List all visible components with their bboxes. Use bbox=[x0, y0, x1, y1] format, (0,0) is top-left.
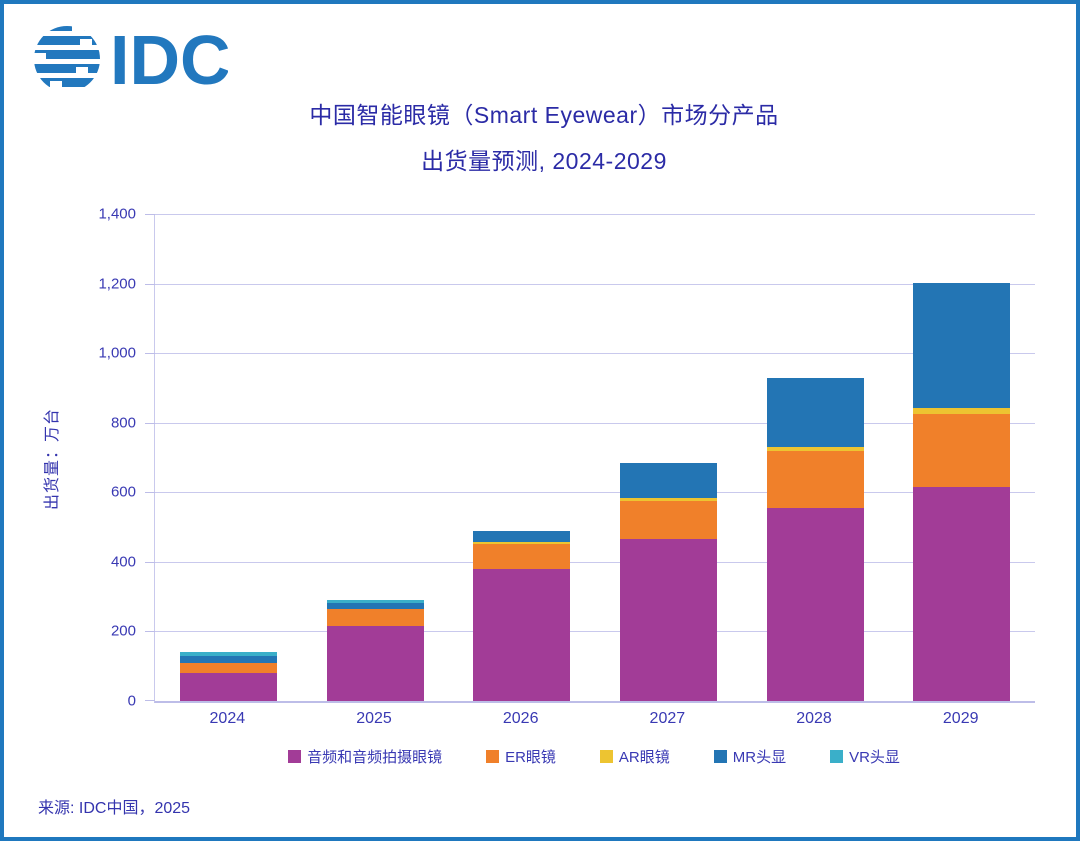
y-axis-tick bbox=[145, 283, 155, 285]
legend-item-MR头显: MR头显 bbox=[713, 746, 787, 767]
y-axis-tick-label: 1,000 bbox=[98, 344, 136, 362]
gridline bbox=[155, 422, 1035, 424]
gridline bbox=[155, 283, 1035, 285]
gridline bbox=[155, 353, 1035, 355]
y-axis-tick bbox=[145, 561, 155, 563]
x-axis-label-2027: 2027 bbox=[649, 710, 686, 727]
gridline bbox=[155, 561, 1035, 563]
y-axis-tick bbox=[145, 353, 155, 355]
legend-swatch-icon bbox=[599, 750, 613, 763]
bar-segment-2028-MR头显 bbox=[766, 377, 864, 448]
y-axis-tick-label: 400 bbox=[110, 553, 136, 571]
bar-segment-2027-MR头显 bbox=[619, 462, 717, 498]
legend-swatch-icon bbox=[830, 750, 844, 763]
bar-segment-2029-ER眼镜 bbox=[913, 414, 1011, 488]
bar-slot-2028 bbox=[742, 214, 889, 701]
bar-slot-2029 bbox=[888, 214, 1035, 701]
y-axis-tick bbox=[145, 214, 155, 215]
bar-segment-2026-ER眼镜 bbox=[473, 544, 571, 569]
bar-slot-2027 bbox=[595, 214, 742, 701]
legend: 音频和音频拍摄眼镜 ER眼镜 AR眼镜 MR头显 VR头显 bbox=[154, 746, 1034, 767]
x-axis-label-2029: 2029 bbox=[942, 710, 979, 727]
bar-segment-2024-VR头显 bbox=[179, 652, 277, 656]
bar-segment-2028-ER眼镜 bbox=[766, 450, 864, 508]
stacked-bar-2024 bbox=[179, 652, 277, 701]
stacked-bar-2026 bbox=[473, 530, 571, 701]
bar-slot-2026 bbox=[448, 214, 595, 701]
bar-segment-2025-音频和音频拍摄眼镜 bbox=[326, 625, 424, 701]
y-axis-tick bbox=[145, 422, 155, 424]
x-axis-label-2026: 2026 bbox=[502, 710, 539, 727]
bar-segment-2026-音频和音频拍摄眼镜 bbox=[473, 568, 571, 701]
y-axis-tick bbox=[145, 700, 155, 701]
y-axis-tick-label: 0 bbox=[127, 692, 136, 710]
bar-slot-2025 bbox=[302, 214, 449, 701]
stacked-bar-2025 bbox=[326, 600, 424, 701]
stacked-bar-2027 bbox=[619, 462, 717, 701]
y-axis-tick-label: 800 bbox=[110, 414, 136, 432]
bar-segment-2027-音频和音频拍摄眼镜 bbox=[619, 539, 717, 701]
bar-segment-2025-ER眼镜 bbox=[326, 608, 424, 626]
legend-label: VR头显 bbox=[849, 749, 900, 766]
x-axis-labels: 2024 2025 2026 2027 2028 2029 bbox=[154, 710, 1034, 728]
legend-label: ER眼镜 bbox=[505, 749, 556, 766]
bar-segment-2026-AR眼镜 bbox=[473, 542, 571, 545]
bar-segment-2028-AR眼镜 bbox=[766, 447, 864, 451]
y-axis-labels: 0 200 400 600 800 1,000 1,200 1,400 bbox=[4, 206, 136, 710]
bar-segment-2025-MR头显 bbox=[326, 602, 424, 609]
bar-segment-2028-音频和音频拍摄眼镜 bbox=[766, 507, 864, 701]
chart-title: 中国智能眼镜（Smart Eyewear）市场分产品 出货量预测, 2024-2… bbox=[4, 92, 1080, 184]
bar-segment-2027-AR眼镜 bbox=[619, 497, 717, 501]
bar-segment-2024-音频和音频拍摄眼镜 bbox=[179, 673, 277, 701]
x-axis-label-2028: 2028 bbox=[796, 710, 832, 727]
bar-segment-2029-AR眼镜 bbox=[913, 408, 1011, 415]
bar-segment-2029-MR头显 bbox=[913, 282, 1011, 409]
bar-segment-2026-MR头显 bbox=[473, 530, 571, 543]
legend-item-VR头显: VR头显 bbox=[830, 746, 900, 767]
stacked-bar-2028 bbox=[766, 377, 864, 701]
bar-segment-2024-MR头显 bbox=[179, 655, 277, 663]
y-axis-tick-label: 200 bbox=[110, 622, 136, 640]
bar-segment-2029-音频和音频拍摄眼镜 bbox=[913, 487, 1011, 701]
stacked-bar-2029 bbox=[913, 282, 1011, 701]
legend-swatch-icon bbox=[288, 750, 302, 763]
idc-logo-graphic: IDC bbox=[34, 21, 231, 99]
legend-swatch-icon bbox=[486, 750, 500, 763]
gridline bbox=[155, 631, 1035, 633]
y-axis-tick bbox=[145, 631, 155, 633]
source-note: 来源: IDC中国，2025 bbox=[38, 800, 191, 817]
chart-title-line1: 中国智能眼镜（Smart Eyewear）市场分产品 bbox=[309, 102, 779, 128]
plot-area bbox=[145, 214, 1035, 703]
legend-item-音频和音频拍摄眼镜: 音频和音频拍摄眼镜 bbox=[288, 746, 442, 767]
gridline bbox=[155, 492, 1035, 494]
y-axis-tick-label: 1,200 bbox=[98, 275, 136, 293]
legend-item-AR眼镜: AR眼镜 bbox=[599, 746, 670, 767]
legend-item-ER眼镜: ER眼镜 bbox=[486, 746, 556, 767]
x-axis-label-2024: 2024 bbox=[209, 710, 246, 727]
bars-container bbox=[155, 214, 1035, 701]
idc-logo-text: IDC bbox=[110, 21, 228, 96]
idc-logo: IDC bbox=[28, 20, 231, 99]
legend-label: 音频和音频拍摄眼镜 bbox=[307, 749, 443, 766]
y-axis-tick-label: 600 bbox=[110, 483, 136, 501]
y-axis-tick-label: 1,400 bbox=[98, 205, 136, 223]
chart-title-line2: 出货量预测, 2024-2029 bbox=[421, 148, 667, 174]
bar-segment-2025-VR头显 bbox=[326, 600, 424, 603]
legend-label: MR头显 bbox=[732, 749, 787, 766]
legend-swatch-icon bbox=[713, 750, 727, 763]
bar-segment-2027-ER眼镜 bbox=[619, 501, 717, 540]
bar-segment-2024-ER眼镜 bbox=[179, 662, 277, 674]
idc-globe-icon bbox=[34, 26, 100, 92]
y-axis-tick bbox=[145, 492, 155, 494]
gridline bbox=[155, 214, 1035, 215]
bar-slot-2024 bbox=[155, 214, 302, 701]
legend-label: AR眼镜 bbox=[618, 749, 670, 766]
x-axis-label-2025: 2025 bbox=[356, 710, 392, 727]
